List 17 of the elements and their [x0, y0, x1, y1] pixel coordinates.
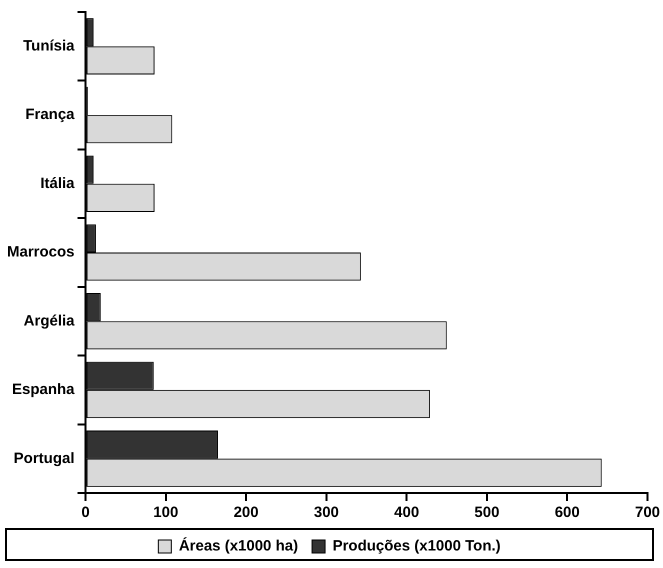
x-tick-label: 400 [394, 504, 420, 522]
y-tick-label: Tunísia [23, 38, 76, 54]
y-tick-label: Argélia [24, 312, 76, 330]
y-tick-label: Portugal [14, 450, 75, 467]
x-tick-label: 100 [153, 504, 178, 522]
x-tick-label: 700 [634, 504, 660, 522]
x-tick-label: 500 [474, 504, 500, 522]
legend-label: Produções (x1000 Ton.) [332, 538, 501, 555]
y-tick-label: Espanha [12, 381, 76, 398]
x-tick-label: 0 [81, 504, 90, 522]
x-tick-label: 600 [554, 504, 580, 522]
y-tick-label: Itália [40, 174, 76, 192]
x-tick-label: 200 [234, 504, 259, 522]
y-tick-label: França [25, 106, 76, 124]
legend-label: Áreas (x1000 ha) [178, 536, 298, 555]
y-tick-label: Marrocos [6, 244, 75, 261]
x-tick-label: 300 [314, 504, 339, 522]
